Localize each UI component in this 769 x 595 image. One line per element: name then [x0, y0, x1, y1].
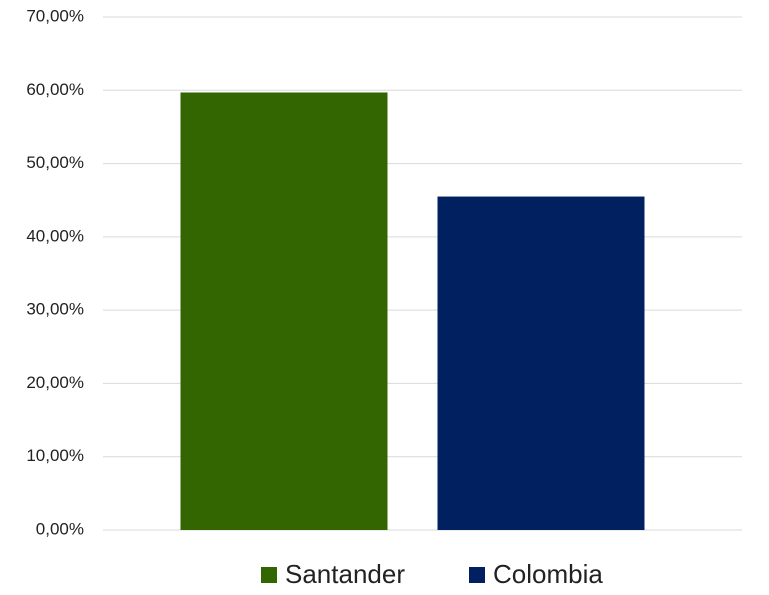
- y-tick-label: 60,00%: [26, 80, 84, 99]
- bar: [180, 92, 388, 530]
- legend-swatch: [261, 567, 277, 583]
- y-tick-label: 20,00%: [26, 373, 84, 392]
- legend-swatch: [469, 567, 485, 583]
- y-tick-label: 30,00%: [26, 300, 84, 319]
- y-tick-label: 70,00%: [26, 6, 84, 25]
- y-tick-label: 40,00%: [26, 226, 84, 245]
- y-tick-label: 10,00%: [26, 446, 84, 465]
- y-tick-label: 0,00%: [36, 519, 84, 538]
- bar: [437, 196, 645, 531]
- y-tick-label: 50,00%: [26, 153, 84, 172]
- legend-label: Colombia: [493, 559, 603, 589]
- legend-label: Santander: [285, 559, 405, 589]
